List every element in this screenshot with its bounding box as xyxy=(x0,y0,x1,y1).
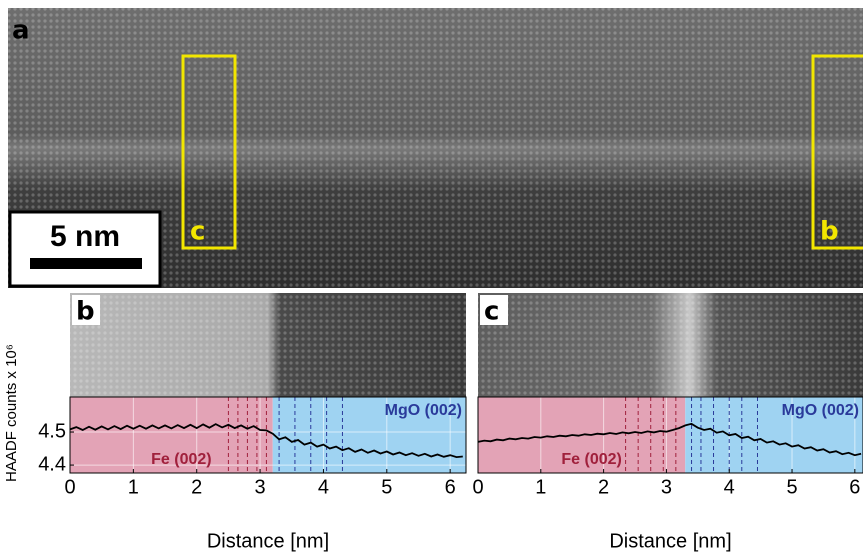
x-tick-label: 3 xyxy=(661,476,672,498)
y-tick-label: 4.4 xyxy=(38,453,66,475)
roi-label: b xyxy=(820,217,839,247)
image-c xyxy=(478,293,863,397)
x-tick-label: 5 xyxy=(786,476,797,498)
roi-label: c xyxy=(190,217,205,247)
y-tick-label: 4.5 xyxy=(38,420,66,442)
panel-label: a xyxy=(12,16,30,46)
roi-box xyxy=(811,54,863,250)
region-label: Fe (002) xyxy=(151,451,211,468)
x-tick-label: 4 xyxy=(318,476,329,498)
region-label: Fe (002) xyxy=(561,451,621,468)
panel-label-bg xyxy=(480,295,508,325)
x-tick-label: 3 xyxy=(255,476,266,498)
region-label: MgO (002) xyxy=(782,402,859,419)
plot-frame xyxy=(69,396,467,474)
y-axis-label: HAADF counts x 10⁶ xyxy=(3,344,20,482)
region-label: MgO (002) xyxy=(385,402,462,419)
line xyxy=(69,423,463,459)
x-axis-label: Distance [nm] xyxy=(609,530,731,552)
x-tick-label: 1 xyxy=(128,476,139,498)
plot-frame xyxy=(477,396,863,474)
image-b xyxy=(70,293,466,397)
x-tick-label: 2 xyxy=(598,476,609,498)
x-tick-label: 5 xyxy=(381,476,392,498)
x-tick-label: 1 xyxy=(535,476,546,498)
roi-box xyxy=(181,54,237,250)
panel-label: b xyxy=(76,297,95,327)
scale-bar-label: 5 nm xyxy=(50,220,120,253)
x-tick-label: 6 xyxy=(849,476,860,498)
x-tick-label: 2 xyxy=(191,476,202,498)
panel-label: c xyxy=(484,297,499,327)
x-tick-label: 6 xyxy=(445,476,456,498)
x-axis-label: Distance [nm] xyxy=(207,530,329,552)
region xyxy=(685,397,863,473)
line xyxy=(477,422,862,457)
region xyxy=(272,397,466,473)
x-tick-label: 4 xyxy=(724,476,735,498)
scale-bar: 5 nm xyxy=(8,210,162,288)
x-tick-label: 0 xyxy=(64,476,75,498)
region xyxy=(70,397,273,473)
panel-label-bg xyxy=(72,295,100,325)
x-tick-label: 0 xyxy=(472,476,483,498)
